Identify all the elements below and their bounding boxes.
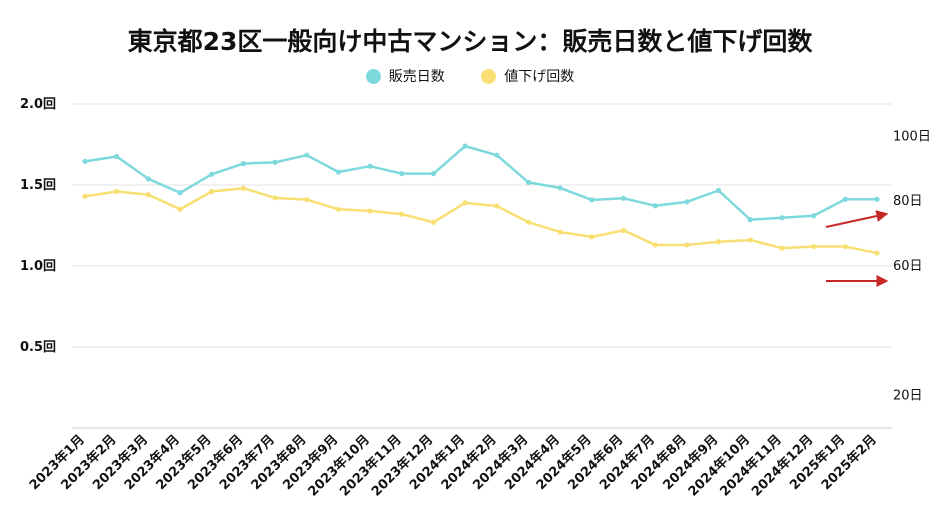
data-point-sales-days[interactable]: [209, 171, 215, 177]
x-axis: 2023年1月2023年2月2023年3月2023年4月2023年5月2023年…: [26, 432, 880, 500]
data-point-sales-days[interactable]: [747, 217, 753, 223]
data-point-sales-days[interactable]: [620, 195, 627, 201]
legend-item-sales-days[interactable]: 販売日数: [365, 66, 445, 86]
legend-item-price-cuts[interactable]: 値下げ回数: [481, 66, 574, 86]
data-point-sales-days[interactable]: [779, 215, 785, 221]
series-line-price-cuts: [84, 186, 878, 255]
y-right-tick-label: 20日: [893, 389, 923, 404]
data-point-price-cuts[interactable]: [874, 250, 880, 256]
data-point-sales-days[interactable]: [842, 196, 848, 202]
data-point-sales-days[interactable]: [557, 185, 563, 191]
data-point-price-cuts[interactable]: [82, 193, 88, 199]
data-point-sales-days[interactable]: [145, 176, 151, 182]
data-point-price-cuts[interactable]: [494, 203, 500, 209]
data-point-sales-days[interactable]: [494, 152, 500, 158]
data-point-sales-days[interactable]: [589, 197, 595, 203]
y-right-tick-label: 100日: [893, 129, 931, 144]
y-right-tick-label: 60日: [893, 259, 923, 274]
data-point-sales-days[interactable]: [304, 152, 310, 158]
data-point-price-cuts[interactable]: [335, 206, 342, 212]
data-point-sales-days[interactable]: [652, 203, 658, 209]
data-point-price-cuts[interactable]: [747, 237, 753, 243]
y-axis-left: 2.0回 1.5回 1.0回 0.5回: [20, 97, 56, 355]
data-point-price-cuts[interactable]: [272, 195, 278, 201]
data-point-price-cuts[interactable]: [620, 227, 627, 233]
data-point-price-cuts[interactable]: [114, 188, 120, 195]
data-point-sales-days[interactable]: [462, 143, 468, 149]
data-point-price-cuts[interactable]: [557, 229, 563, 235]
annotations: [825, 210, 889, 287]
data-point-price-cuts[interactable]: [145, 192, 151, 198]
data-point-price-cuts[interactable]: [589, 234, 595, 240]
data-point-price-cuts[interactable]: [304, 196, 310, 203]
data-point-price-cuts[interactable]: [716, 239, 722, 245]
data-point-sales-days[interactable]: [430, 171, 437, 177]
data-point-sales-days[interactable]: [525, 179, 532, 186]
data-point-price-cuts[interactable]: [684, 242, 690, 248]
data-point-price-cuts[interactable]: [462, 200, 468, 206]
legend-swatch-price-cuts: [481, 68, 497, 84]
legend-label-sales-days: 販売日数: [388, 69, 445, 85]
data-point-sales-days[interactable]: [240, 161, 246, 167]
data-point-price-cuts[interactable]: [779, 245, 785, 251]
data-point-sales-days[interactable]: [874, 196, 880, 202]
data-point-sales-days[interactable]: [367, 163, 373, 169]
legend-swatch-sales-days: [365, 68, 381, 84]
data-point-sales-days[interactable]: [177, 190, 183, 196]
data-point-sales-days[interactable]: [82, 158, 88, 164]
data-point-price-cuts[interactable]: [811, 243, 817, 250]
legend: 販売日数 値下げ回数: [0, 66, 940, 88]
y-right-tick-label: 80日: [893, 194, 923, 209]
data-point-price-cuts[interactable]: [399, 211, 405, 217]
data-point-sales-days[interactable]: [272, 159, 278, 165]
data-point-sales-days[interactable]: [684, 199, 690, 205]
data-point-price-cuts[interactable]: [652, 242, 658, 248]
data-point-sales-days[interactable]: [716, 187, 722, 194]
data-point-price-cuts[interactable]: [525, 219, 532, 225]
data-point-price-cuts[interactable]: [209, 188, 215, 195]
series-layer: [82, 143, 880, 256]
data-point-price-cuts[interactable]: [430, 219, 437, 225]
gridlines: [72, 103, 892, 429]
data-point-price-cuts[interactable]: [177, 206, 183, 212]
y-left-tick-label: 1.5回: [20, 178, 56, 193]
chart-title: 東京都23区一般向け中古マンション：販売日数と値下げ回数: [127, 27, 813, 56]
legend-label-price-cuts: 値下げ回数: [504, 69, 575, 85]
data-point-price-cuts[interactable]: [367, 208, 373, 214]
data-point-price-cuts[interactable]: [842, 243, 848, 250]
data-point-sales-days[interactable]: [811, 213, 817, 219]
data-point-sales-days[interactable]: [335, 169, 342, 175]
y-left-tick-label: 2.0回: [20, 97, 56, 112]
y-left-tick-label: 1.0回: [20, 259, 56, 274]
data-point-sales-days[interactable]: [399, 171, 405, 177]
trend-arrow-rising: [825, 210, 889, 228]
data-point-price-cuts[interactable]: [240, 185, 246, 191]
y-axis-right: 100日 80日 60日 20日: [893, 129, 931, 403]
y-left-tick-label: 0.5回: [20, 340, 56, 355]
series-line-sales-days: [84, 144, 877, 221]
data-point-sales-days[interactable]: [114, 153, 120, 160]
